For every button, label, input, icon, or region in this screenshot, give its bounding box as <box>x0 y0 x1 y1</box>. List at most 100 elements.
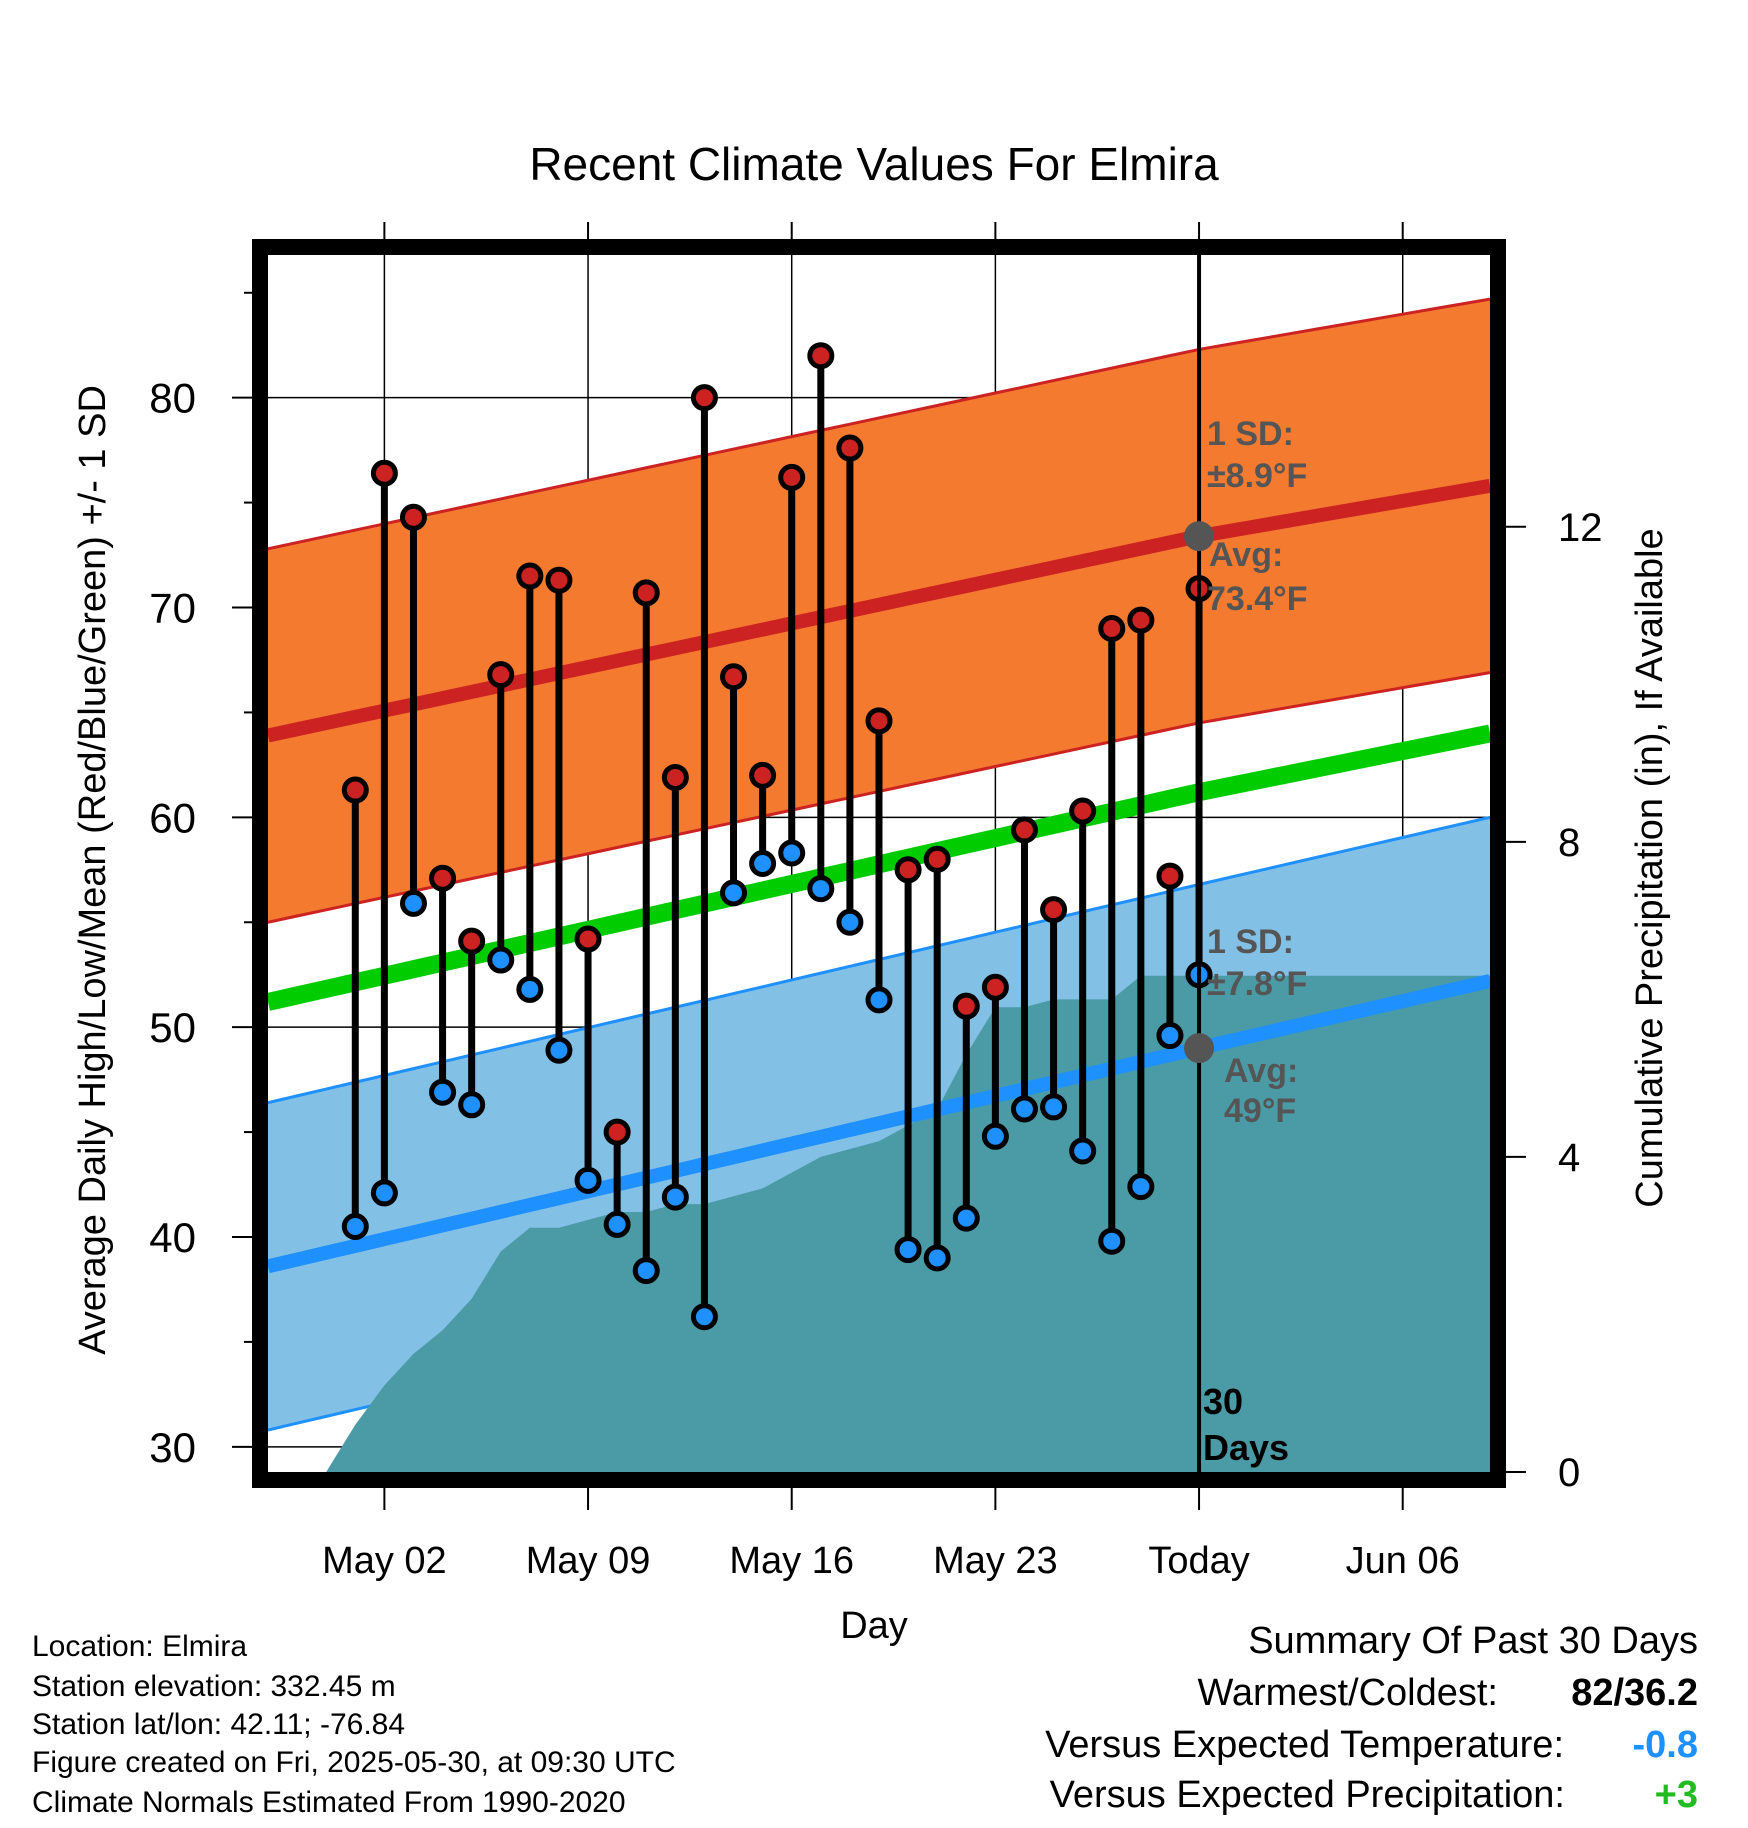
today-marker <box>1184 255 1215 1472</box>
high-point <box>370 459 398 487</box>
low-point <box>370 1179 398 1207</box>
high-point <box>603 1118 631 1146</box>
high-point <box>981 973 1009 1001</box>
low-point <box>981 1122 1009 1150</box>
low-point <box>1010 1095 1038 1123</box>
info-created: Figure created on Fri, 2025-05-30, at 09… <box>32 1746 676 1779</box>
summary-warmest-value: 82/36.2 <box>1571 1672 1698 1714</box>
high-point <box>341 776 369 804</box>
summary-warmest-label: Warmest/Coldest: <box>1197 1672 1498 1714</box>
low-point <box>399 889 427 917</box>
y2-tick-label: 12 <box>1558 506 1603 550</box>
low-point <box>487 946 515 974</box>
x-tick-label: May 23 <box>933 1540 1058 1582</box>
high-point <box>632 579 660 607</box>
low-point <box>865 986 893 1014</box>
high-point <box>720 663 748 691</box>
today-avg-high-dot <box>1184 521 1215 552</box>
y-tick-label: 40 <box>149 1214 196 1261</box>
x-axis-label: Day <box>840 1605 908 1647</box>
low-sd-label: 1 SD: <box>1207 923 1294 961</box>
low-point <box>574 1166 602 1194</box>
y-tick-label: 70 <box>149 585 196 632</box>
high-point <box>545 566 573 594</box>
info-latlon: Station lat/lon: 42.11; -76.84 <box>32 1708 406 1741</box>
high-sd-label: 1 SD: <box>1207 415 1294 453</box>
high-point <box>1010 816 1038 844</box>
high-point <box>1098 614 1126 642</box>
low-point <box>516 975 544 1003</box>
high-point <box>458 927 486 955</box>
high-point <box>894 856 922 884</box>
y-axis-label: Average Daily High/Low/Mean (Red/Blue/Gr… <box>72 385 114 1355</box>
low-point <box>1127 1173 1155 1201</box>
low-point <box>1069 1137 1097 1165</box>
low-point <box>1156 1022 1184 1050</box>
info-location: Location: Elmira <box>32 1630 248 1663</box>
y2-tick-label: 0 <box>1558 1451 1580 1495</box>
high-point <box>429 864 457 892</box>
low-point <box>720 879 748 907</box>
low-point <box>778 839 806 867</box>
high-point <box>1069 797 1097 825</box>
high-point <box>807 342 835 370</box>
high-point <box>1156 862 1184 890</box>
high-point <box>952 992 980 1020</box>
y2-tick-label: 8 <box>1558 821 1580 865</box>
high-point <box>749 761 777 789</box>
y-tick-label: 50 <box>149 1004 196 1051</box>
summary-temp-label: Versus Expected Temperature: <box>1045 1724 1564 1766</box>
low-point <box>661 1183 689 1211</box>
avg-low-line <box>268 974 1490 1274</box>
high-point <box>487 661 515 689</box>
high-point <box>574 925 602 953</box>
x-tick-label: Jun 06 <box>1346 1540 1460 1582</box>
high-point <box>399 503 427 531</box>
observation-bars <box>341 342 1213 1331</box>
low-point <box>545 1036 573 1064</box>
today-days-word: Days <box>1203 1427 1289 1468</box>
low-point <box>632 1257 660 1285</box>
band-annotations: 1 SD: ±8.9°F Avg: 73.4°F 1 SD: ±7.8°F Av… <box>1203 415 1308 1468</box>
today-avg-low-dot <box>1184 1033 1215 1064</box>
low-point <box>458 1091 486 1119</box>
x-tick-label: May 09 <box>526 1540 651 1582</box>
x-tick-label: May 16 <box>729 1540 854 1582</box>
low-point <box>603 1210 631 1238</box>
low-point <box>341 1213 369 1241</box>
summary-precip-value: +3 <box>1654 1774 1698 1816</box>
summary-temp-value: -0.8 <box>1632 1724 1698 1766</box>
low-point <box>429 1078 457 1106</box>
high-point <box>690 384 718 412</box>
y-tick-label: 60 <box>149 794 196 841</box>
low-point <box>749 850 777 877</box>
y-tick-label: 80 <box>149 375 196 422</box>
low-point <box>923 1244 951 1272</box>
today-days-number: 30 <box>1203 1381 1243 1422</box>
high-point <box>836 434 864 462</box>
y-tick-label: 30 <box>149 1424 196 1471</box>
low-point <box>807 875 835 903</box>
high-point <box>865 707 893 735</box>
high-point <box>1127 606 1155 634</box>
chart-title: Recent Climate Values For Elmira <box>529 138 1219 190</box>
high-sd-value: ±8.9°F <box>1207 457 1307 495</box>
low-point <box>836 908 864 936</box>
low-sd-value: ±7.8°F <box>1207 965 1307 1003</box>
high-point <box>661 763 689 791</box>
high-avg-value: 73.4°F <box>1207 580 1308 618</box>
low-avg-label: Avg: <box>1224 1052 1298 1090</box>
high-avg-label: Avg: <box>1209 536 1283 574</box>
avg-high-line <box>268 478 1490 743</box>
low-point <box>1040 1093 1068 1121</box>
info-elevation: Station elevation: 332.45 m <box>32 1670 396 1703</box>
summary-precip-label: Versus Expected Precipitation: <box>1049 1774 1565 1816</box>
x-tick-label: Today <box>1148 1540 1249 1582</box>
low-point <box>690 1303 718 1331</box>
high-point <box>1040 896 1068 924</box>
high-point <box>778 463 806 491</box>
low-avg-value: 49°F <box>1224 1092 1296 1130</box>
plot-frame <box>252 239 1506 1488</box>
low-point <box>1098 1227 1126 1255</box>
